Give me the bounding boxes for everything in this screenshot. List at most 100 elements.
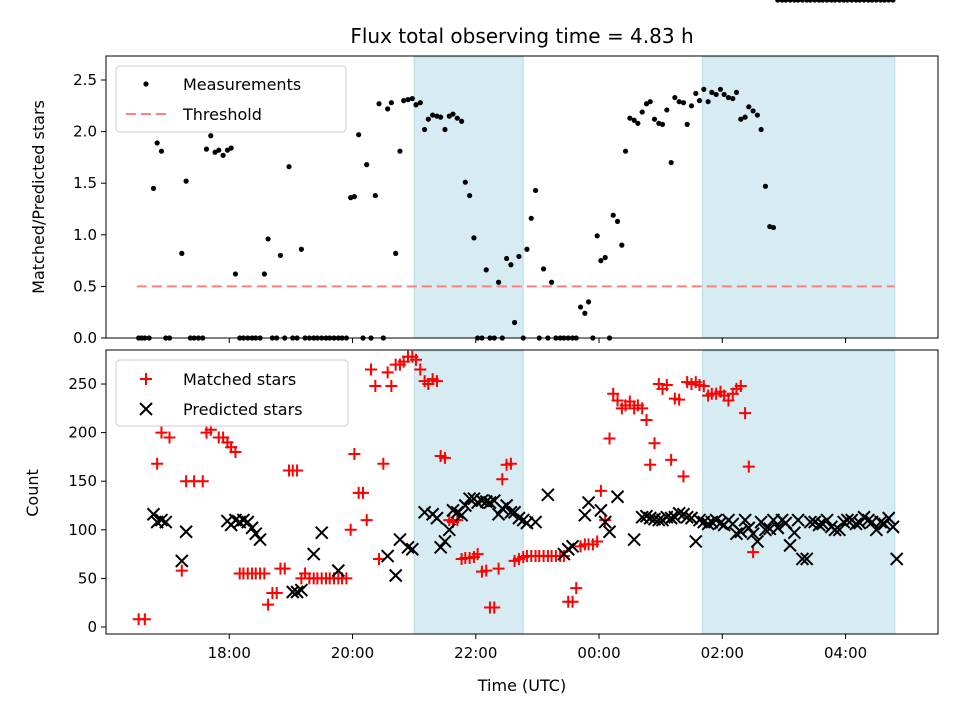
measurement-point xyxy=(298,246,304,252)
matched-star-point xyxy=(677,470,690,483)
matched-star-point xyxy=(270,586,283,599)
predicted-star-point xyxy=(602,525,617,539)
measurement-point xyxy=(425,116,431,122)
measurement-point xyxy=(709,89,715,95)
top-y-tick-label: 1.5 xyxy=(73,174,97,192)
predicted-star-point xyxy=(832,523,847,537)
predicted-star-point xyxy=(627,532,641,547)
measurement-point xyxy=(232,271,239,277)
measurement-point xyxy=(672,94,678,101)
measurement-point xyxy=(886,0,892,3)
predicted-star-point xyxy=(812,518,826,532)
matched-star-point xyxy=(492,562,505,575)
predicted-star-point xyxy=(803,515,818,529)
top-panel: 0.0 0.5 1.0 1.5 2.0 2.5 Matched/Predicted sta… xyxy=(29,0,939,347)
measurement-point xyxy=(220,152,226,158)
matched-star-point xyxy=(430,375,443,388)
predicted-star-point xyxy=(746,526,760,541)
measurement-point xyxy=(158,148,165,154)
matched-star-point xyxy=(636,402,649,415)
measurement-point xyxy=(783,0,789,3)
measurement-point xyxy=(286,164,292,170)
matched-star-point xyxy=(409,353,422,366)
measurement-point xyxy=(684,121,690,127)
measurement-point xyxy=(775,0,781,3)
measurement-point xyxy=(688,103,695,109)
predicted-star-point xyxy=(689,534,703,549)
measurement-point xyxy=(762,183,769,189)
measurement-point xyxy=(627,115,633,121)
measurement-point xyxy=(812,0,818,3)
measurement-point xyxy=(471,235,477,241)
matched-star-point xyxy=(607,387,620,400)
predicted-star-point xyxy=(245,521,259,535)
matched-star-point xyxy=(229,446,242,459)
matched-star-point xyxy=(291,464,304,477)
matched-star-point xyxy=(640,413,653,426)
measurement-point xyxy=(725,94,732,101)
measurement-point xyxy=(659,121,666,127)
predicted-star-point xyxy=(652,513,666,527)
predicted-star-point xyxy=(869,523,884,537)
matched-star-point xyxy=(722,394,735,407)
measurement-point xyxy=(483,267,489,273)
matched-star-point xyxy=(377,457,390,470)
measurement-point xyxy=(582,310,588,316)
legend-matched-label: Matched stars xyxy=(183,370,296,389)
predicted-star-point xyxy=(331,563,346,578)
measurement-point xyxy=(356,132,362,138)
predicted-star-point xyxy=(853,516,867,530)
bottom-count-points xyxy=(133,351,904,626)
measurement-point xyxy=(388,100,394,106)
measurement-point xyxy=(799,0,806,3)
measurement-point xyxy=(824,0,830,3)
measurement-point xyxy=(676,99,682,105)
measurement-point xyxy=(750,108,756,114)
matched-star-point xyxy=(471,548,484,561)
measurement-point xyxy=(401,98,407,104)
measurement-point xyxy=(832,0,838,3)
predicted-star-point xyxy=(417,505,432,520)
matched-star-point xyxy=(557,550,570,563)
measurement-point xyxy=(602,254,608,261)
matched-star-point xyxy=(570,582,583,595)
predicted-star-point xyxy=(504,505,518,520)
chart-title: Flux total observing time = 4.83 h xyxy=(350,24,693,48)
predicted-star-point xyxy=(306,547,321,561)
measurement-point xyxy=(413,102,419,108)
predicted-star-point xyxy=(294,583,309,597)
measurement-point xyxy=(216,147,222,153)
measurement-point xyxy=(849,0,855,3)
measurement-point xyxy=(228,145,234,151)
measurement-point xyxy=(890,0,896,3)
predicted-star-point xyxy=(446,503,460,518)
predicted-star-point xyxy=(754,515,768,529)
measurement-point xyxy=(548,279,555,285)
measurement-point xyxy=(730,95,736,102)
matched-star-point xyxy=(278,562,291,575)
measurement-point xyxy=(807,0,814,3)
predicted-star-point xyxy=(787,526,802,540)
measurement-point xyxy=(733,89,740,95)
predicted-star-point xyxy=(701,517,715,531)
matched-star-point xyxy=(742,460,755,473)
predicted-star-point xyxy=(783,538,797,553)
measurement-point xyxy=(450,111,456,117)
legend-predicted-marker xyxy=(139,402,153,416)
top-x-ticks xyxy=(228,338,847,343)
shaded-region-2 xyxy=(702,56,896,339)
predicted-star-point xyxy=(738,513,752,527)
measurement-point xyxy=(417,100,423,106)
matched-star-point xyxy=(175,564,188,577)
predicted-star-point xyxy=(159,515,173,529)
matched-star-point xyxy=(747,546,760,559)
predicted-star-point xyxy=(729,526,744,541)
measurement-point xyxy=(631,117,637,123)
predicted-star-point xyxy=(664,511,678,525)
measurement-point xyxy=(693,90,699,97)
measurement-point xyxy=(393,250,399,256)
predicted-star-point xyxy=(475,493,489,508)
measurement-point xyxy=(385,106,391,112)
matched-star-point xyxy=(348,447,361,460)
